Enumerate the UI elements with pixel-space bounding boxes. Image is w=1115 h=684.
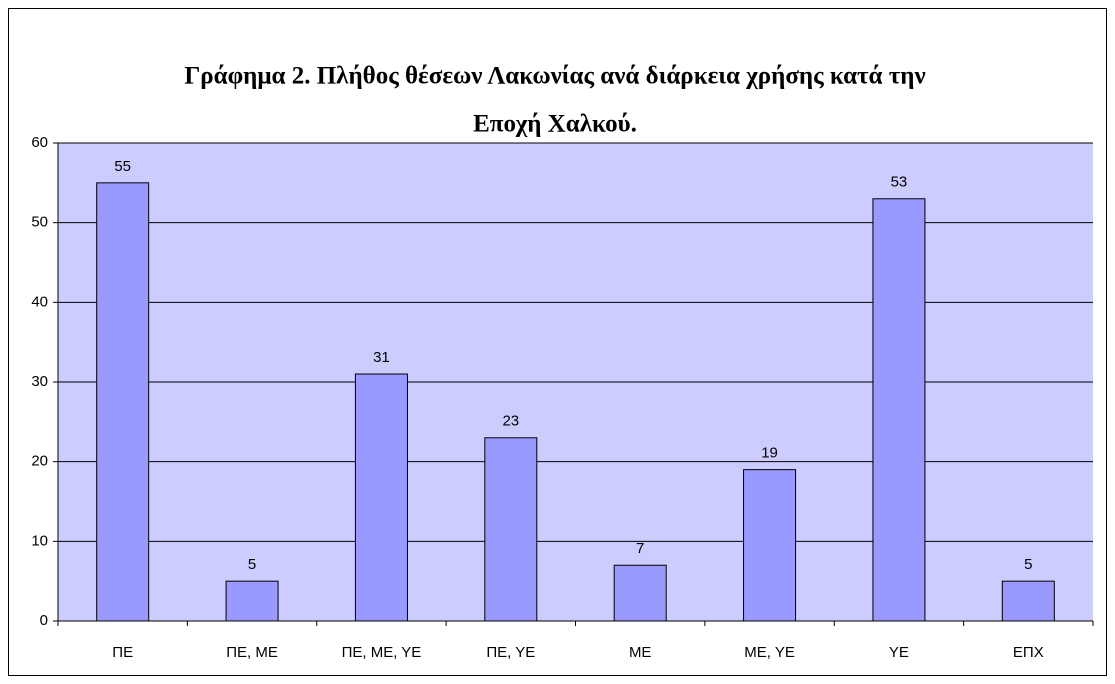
y-tick-label: 50: [31, 214, 48, 231]
x-tick-label: ΜΕ: [629, 644, 652, 661]
data-label: 5: [1024, 556, 1032, 573]
x-tick-label: ΕΠΧ: [1013, 644, 1044, 661]
y-tick-label: 30: [31, 373, 48, 390]
data-label: 23: [502, 413, 519, 430]
y-tick-label: 20: [31, 453, 48, 470]
bar: [484, 437, 538, 622]
chart-title: Εποχή Χαλκού.: [473, 111, 637, 138]
bar: [96, 182, 150, 622]
y-tick-label: 40: [31, 293, 48, 310]
bar: [1001, 580, 1055, 622]
x-tick-label: ΠΕ, ΜΕ, ΥΕ: [342, 644, 422, 661]
data-label: 31: [373, 349, 390, 366]
x-tick-label: ΥΕ: [889, 644, 909, 661]
x-tick-label: ΜΕ, ΥΕ: [744, 644, 795, 661]
chart-title: Γράφημα 2. Πλήθος θέσεων Λακωνίας ανά δι…: [184, 63, 925, 90]
y-tick-label: 60: [31, 134, 48, 151]
data-label: 19: [761, 445, 778, 462]
bar: [354, 373, 408, 622]
x-tick-label: ΠΕ, ΥΕ: [486, 644, 535, 661]
y-tick-label: 10: [31, 532, 48, 549]
x-tick-label: ΠΕ, ΜΕ: [226, 644, 278, 661]
data-label: 53: [891, 174, 908, 191]
bar: [743, 469, 797, 622]
bar: [225, 580, 279, 622]
data-label: 5: [248, 556, 256, 573]
bar: [872, 198, 926, 622]
data-label: 7: [636, 540, 644, 557]
bar: [613, 564, 667, 622]
y-tick-label: 0: [40, 612, 48, 629]
x-tick-label: ΠΕ: [112, 644, 133, 661]
data-label: 55: [114, 158, 131, 175]
